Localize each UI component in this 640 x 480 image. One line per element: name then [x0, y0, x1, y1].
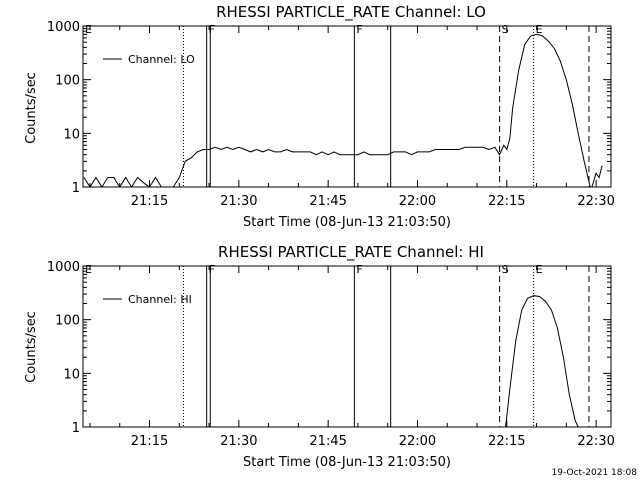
panel-lo: RHESSI PARTICLE_RATE Channel: LO Counts/…	[24, 3, 615, 230]
panel-hi-y-tick-label: 100	[55, 314, 80, 329]
panel-hi-x-tick-label: 22:30	[577, 434, 614, 449]
panel-lo-legend-label: Channel: LO	[128, 53, 195, 66]
panel-hi-y-tick-label: 10	[63, 367, 80, 382]
panel-lo-x-tick-label: 22:15	[488, 194, 525, 209]
panel-lo-x-tick-label: 21:45	[309, 194, 346, 209]
panel-hi-legend-label: Channel: HI	[128, 293, 192, 306]
panel-lo-marker-label: E	[536, 23, 543, 36]
panel-lo-x-tick-label: 21:15	[131, 194, 168, 209]
panel-lo-y-axis-label: Counts/sec	[24, 72, 39, 144]
panel-hi-marker-label: E	[536, 263, 543, 276]
panel-hi-x-axis-label: Start Time (08-Jun-13 21:03:50)	[243, 455, 451, 470]
panel-hi-title: RHESSI PARTICLE_RATE Channel: HI	[218, 243, 484, 262]
panel-hi-marker-label: F	[209, 263, 215, 276]
panel-lo-x-tick-label: 21:30	[220, 194, 257, 209]
panel-hi-x-tick-label: 21:45	[309, 434, 346, 449]
panel-hi-x-ticks: 21:15 21:30 21:45 22:00 22:15 22:30	[89, 266, 615, 449]
panel-hi-y-axis-label: Counts/sec	[24, 311, 39, 383]
panel-lo-x-axis-label: Start Time (08-Jun-13 21:03:50)	[243, 215, 451, 230]
panel-hi-x-tick-label: 22:15	[488, 434, 525, 449]
generation-timestamp: 19-Oct-2021 18:08	[552, 468, 638, 478]
panel-hi-y-tick-label: 1000	[47, 260, 80, 275]
panel-hi: RHESSI PARTICLE_RATE Channel: HI Counts/…	[24, 243, 615, 470]
panel-hi-x-tick-label: 21:15	[131, 434, 168, 449]
panel-lo-plot-frame	[82, 25, 612, 188]
panel-lo-title: RHESSI PARTICLE_RATE Channel: LO	[216, 3, 486, 22]
panel-hi-series-line	[505, 295, 579, 428]
panel-lo-y-tick-label: 1000	[47, 20, 80, 35]
panel-hi-plot-frame	[82, 265, 612, 428]
panel-lo-y-tick-label: 100	[55, 74, 80, 89]
panel-hi-marker-label: F	[356, 263, 362, 276]
panel-hi-marker-label: S	[502, 263, 509, 276]
panel-lo-marker-label: F	[356, 23, 362, 36]
panel-lo-y-tick-label: 1	[72, 181, 80, 196]
panel-lo-x-ticks: 21:15 21:30 21:45 22:00 22:15 22:30	[89, 26, 615, 209]
panel-hi-x-tick-label: 21:30	[220, 434, 257, 449]
panel-lo-marker-label: S	[502, 23, 509, 36]
panel-lo-x-tick-label: 22:00	[399, 194, 436, 209]
panel-lo-x-tick-label: 22:30	[577, 194, 614, 209]
panel-hi-x-tick-label: 22:00	[399, 434, 436, 449]
panel-lo-marker-label: F	[209, 23, 215, 36]
panel-lo-y-ticks: 1 10 100 1000	[47, 20, 611, 196]
panel-lo-y-tick-label: 10	[63, 127, 80, 142]
panel-hi-y-ticks: 1 10 100 1000	[47, 260, 611, 436]
panel-hi-y-tick-label: 1	[72, 421, 80, 436]
panel-hi-marker-label: E	[85, 263, 92, 276]
panel-lo-series-line	[83, 33, 603, 188]
panel-lo-marker-label: E	[85, 23, 92, 36]
